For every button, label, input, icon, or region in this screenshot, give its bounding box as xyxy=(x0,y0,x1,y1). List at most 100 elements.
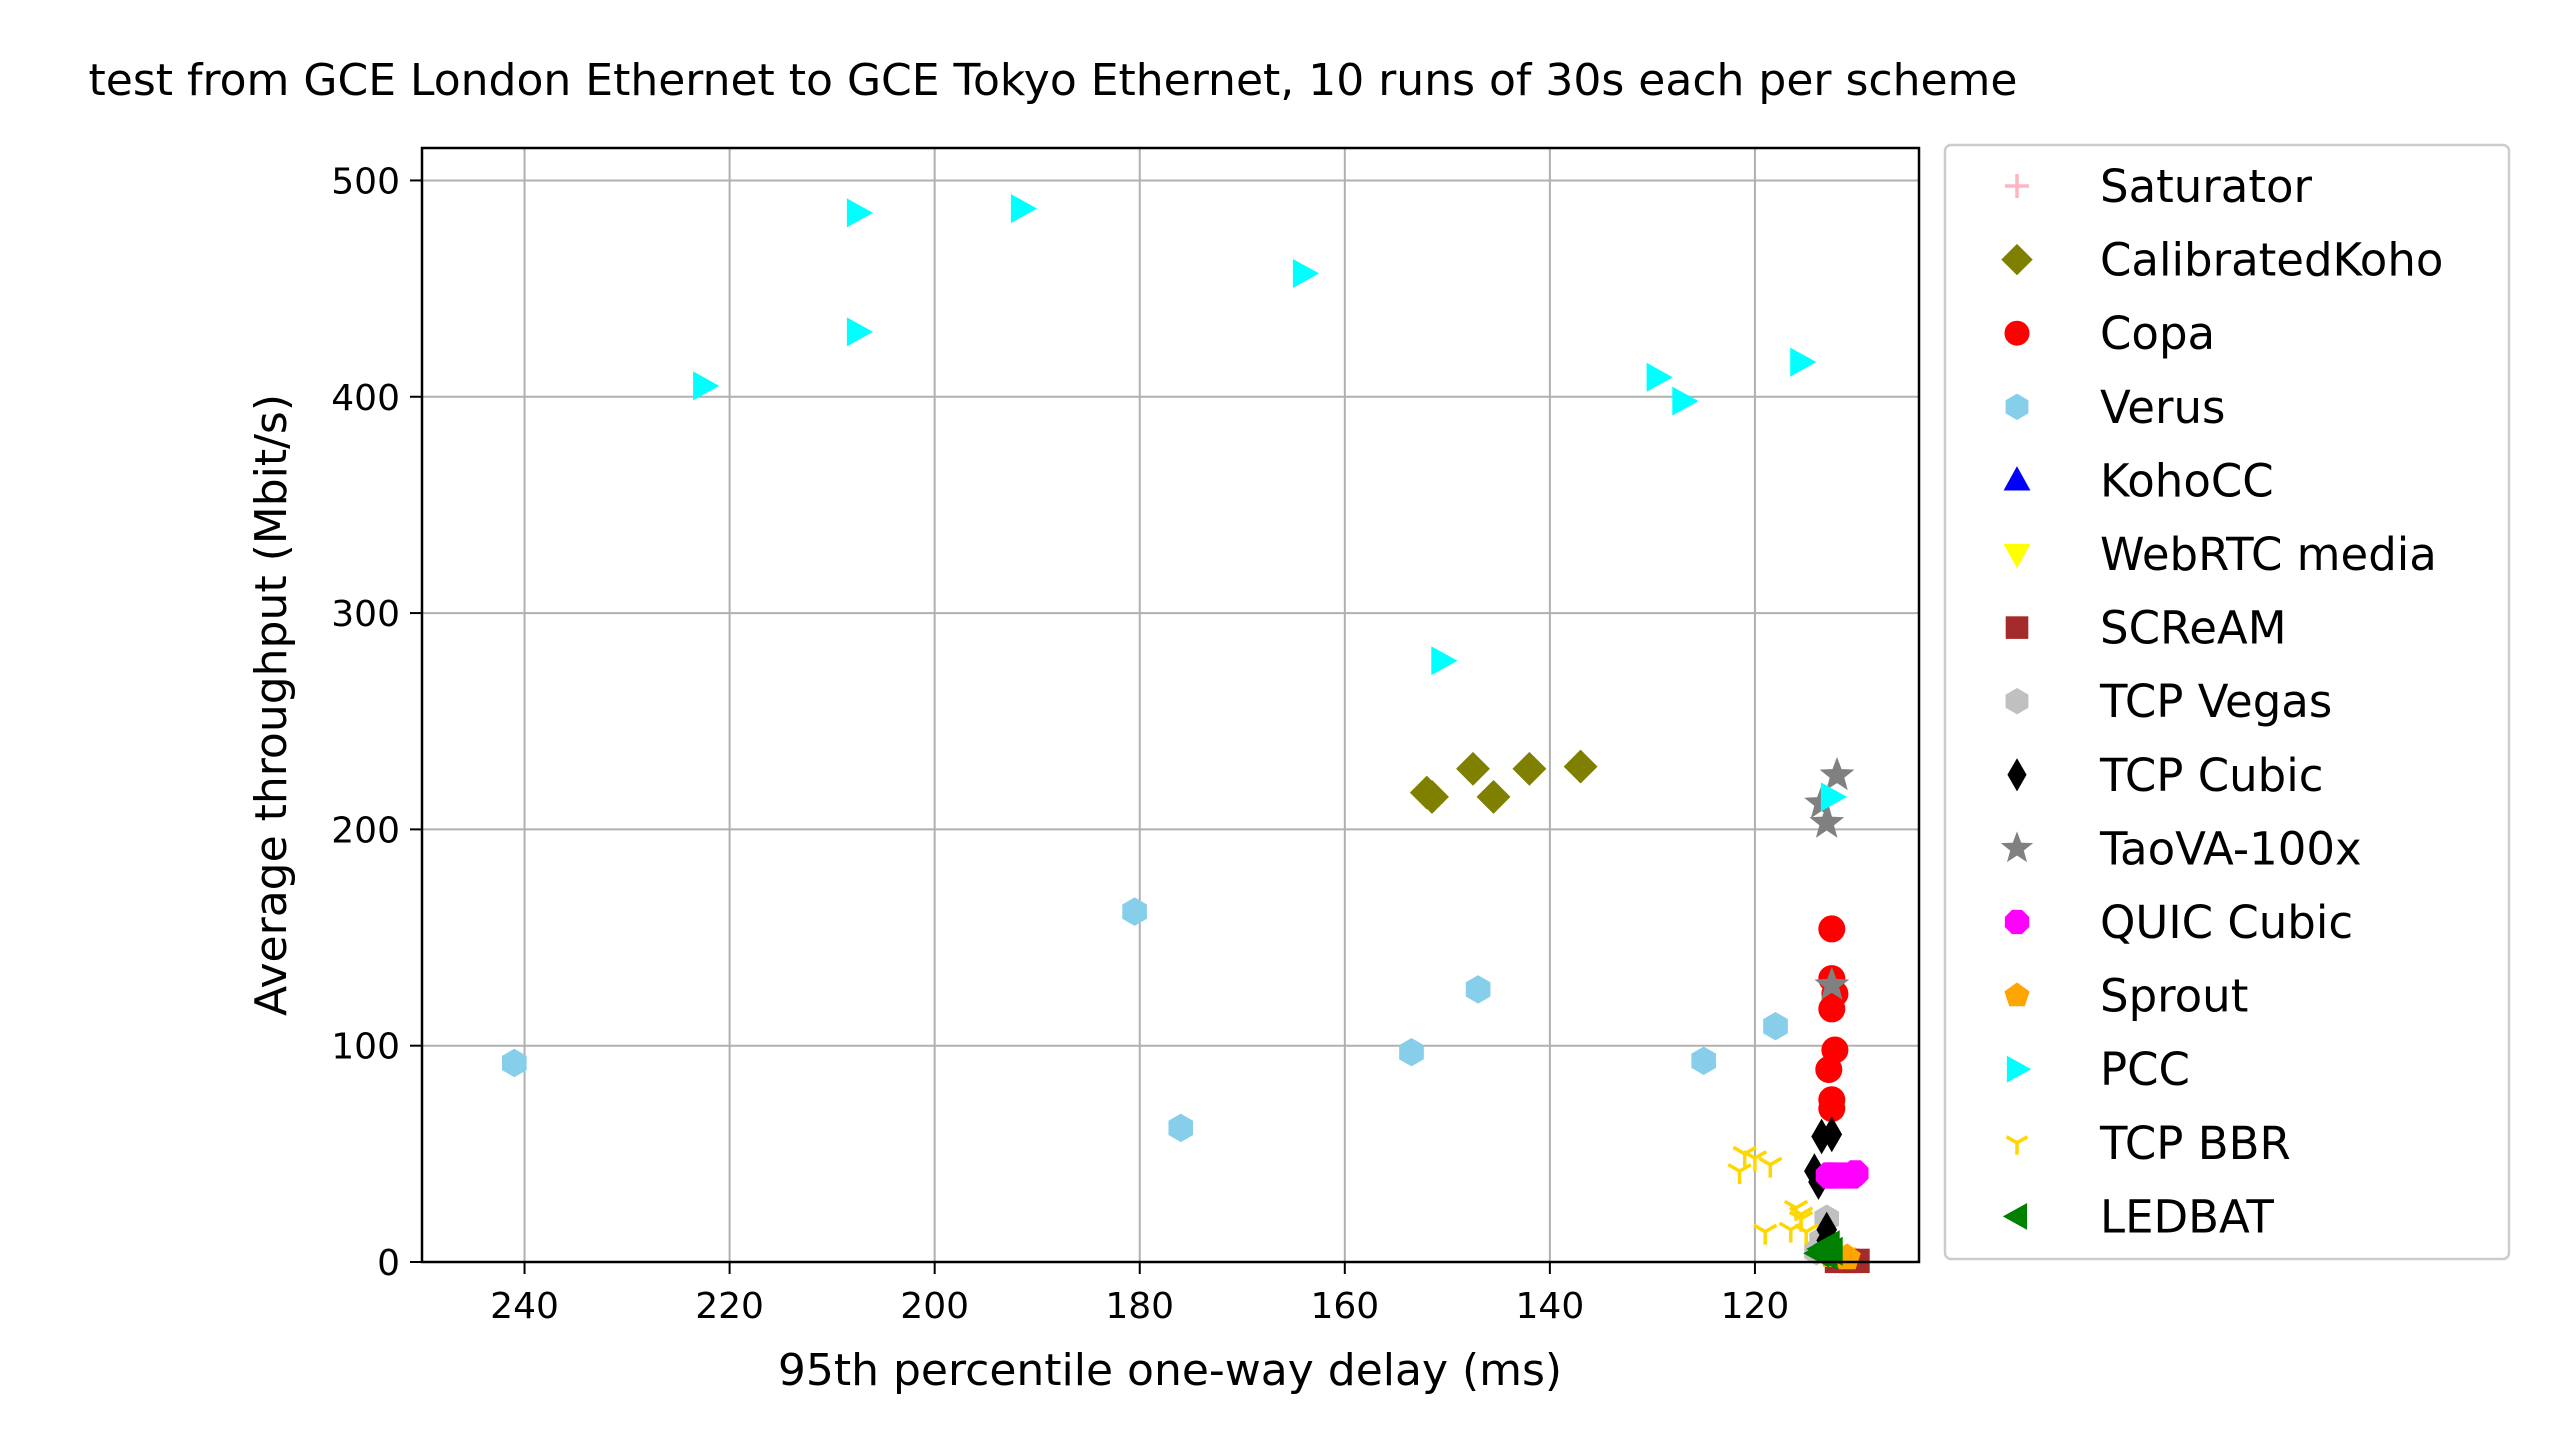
legend: Saturator CalibratedKoho Copa Verus KohoCC We… xyxy=(1943,143,2511,1261)
legend-marker xyxy=(2005,174,2029,198)
legend-label: TaoVA-100x xyxy=(2099,822,2362,875)
legend-item-taova-100x: TaoVA-100x xyxy=(2000,822,2362,875)
legend-marker xyxy=(2004,982,2030,1007)
legend-item-saturator: Saturator xyxy=(2005,160,2313,213)
data-point xyxy=(1010,194,1038,224)
legend-marker xyxy=(2003,466,2031,491)
data-point xyxy=(1814,966,1850,1000)
x-tick-label: 200 xyxy=(900,1286,969,1327)
data-point xyxy=(1788,1206,1814,1228)
legend-item-kohocc: KohoCC xyxy=(2003,454,2274,507)
legend-marker xyxy=(2005,1135,2029,1155)
data-point xyxy=(1399,1037,1424,1067)
data-point xyxy=(1818,915,1846,943)
y-tick-label: 200 xyxy=(331,810,400,851)
data-point xyxy=(1790,347,1817,377)
data-point xyxy=(1763,1011,1788,1041)
data-point xyxy=(1815,1162,1842,1189)
legend-item-verus: Verus xyxy=(2005,381,2225,434)
y-tick-label: 0 xyxy=(377,1243,400,1284)
data-point xyxy=(1122,897,1147,926)
legend-label: LEDBAT xyxy=(2100,1190,2274,1243)
data-point xyxy=(1431,646,1458,676)
legend-marker xyxy=(2001,243,2033,276)
legend-label: Saturator xyxy=(2100,160,2313,213)
legend-item-copa: Copa xyxy=(2004,307,2215,360)
y-axis-ticks: 0 100 200 300 400 500 xyxy=(331,161,422,1284)
legend-item-sprout: Sprout xyxy=(2004,970,2248,1023)
legend-label: TCP BBR xyxy=(2099,1117,2291,1170)
data-point xyxy=(1742,1150,1768,1172)
legend-marker xyxy=(2005,393,2029,420)
series-pcc xyxy=(693,194,1848,812)
legend-marker xyxy=(2004,909,2030,935)
x-tick-label: 160 xyxy=(1310,1286,1379,1327)
legend-marker xyxy=(2004,320,2030,346)
series-calibratedkoho xyxy=(1409,749,1598,814)
x-tick-label: 180 xyxy=(1105,1286,1174,1327)
y-tick-label: 500 xyxy=(331,161,400,202)
data-point xyxy=(1415,779,1449,814)
legend-label: QUIC Cubic xyxy=(2100,896,2353,949)
legend-item-ledbat: LEDBAT xyxy=(2002,1190,2274,1243)
legend-label: TCP Cubic xyxy=(2099,749,2323,802)
legend-label: Copa xyxy=(2100,307,2215,360)
data-point xyxy=(1168,1113,1194,1143)
data-point xyxy=(846,198,874,228)
legend-item-tcp-cubic: TCP Cubic xyxy=(2007,749,2323,802)
legend-label: KohoCC xyxy=(2100,454,2274,507)
legend-marker xyxy=(2007,758,2027,792)
x-tick-label: 120 xyxy=(1721,1286,1790,1327)
chart-title: test from GCE London Ethernet to GCE Tok… xyxy=(89,55,2018,106)
legend-item-tcp-bbr: TCP BBR xyxy=(2005,1117,2291,1170)
data-point xyxy=(1476,779,1511,814)
x-tick-label: 140 xyxy=(1516,1286,1585,1327)
plot-frame xyxy=(420,146,1921,1264)
x-tick-label: 240 xyxy=(490,1286,559,1327)
data-point xyxy=(1691,1046,1717,1076)
data-point xyxy=(1813,1230,1840,1260)
data-point xyxy=(1819,756,1855,791)
legend-label: Verus xyxy=(2100,381,2225,434)
data-point xyxy=(1794,1223,1819,1245)
data-point xyxy=(1758,1156,1783,1178)
data-point xyxy=(1512,751,1547,786)
data-point xyxy=(501,1048,527,1078)
legend-item-quic-cubic: QUIC Cubic xyxy=(2004,896,2353,949)
data-point xyxy=(1727,1163,1752,1185)
data-point xyxy=(1672,386,1699,416)
legend-label: SCReAM xyxy=(2100,602,2287,655)
x-tick-label: 220 xyxy=(695,1286,764,1327)
legend-marker xyxy=(2005,688,2029,715)
data-point xyxy=(1292,259,1320,288)
data-point xyxy=(1815,1056,1843,1083)
series-verus xyxy=(501,897,1788,1143)
legend-label: WebRTC media xyxy=(2100,528,2437,581)
data-point xyxy=(1465,975,1491,1004)
x-axis-label: 95th percentile one-way delay (ms) xyxy=(778,1345,1562,1396)
legend-item-pcc: PCC xyxy=(2006,1043,2190,1096)
data-point xyxy=(1818,995,1846,1023)
legend-marker xyxy=(2000,831,2034,863)
x-axis-ticks: 240 220 200 180 160 140 120 xyxy=(490,1262,1789,1327)
plot-marks xyxy=(501,194,1870,1274)
y-tick-label: 100 xyxy=(331,1027,400,1068)
data-point xyxy=(1563,749,1598,784)
legend-frame xyxy=(1943,143,2511,1261)
y-tick-label: 400 xyxy=(331,378,400,419)
legend-item-webrtc-media: WebRTC media xyxy=(2003,528,2437,581)
data-point xyxy=(846,317,874,347)
legend-label: PCC xyxy=(2100,1043,2190,1096)
legend-label: Sprout xyxy=(2100,970,2248,1023)
data-point xyxy=(1456,751,1490,786)
data-point xyxy=(1809,804,1845,838)
legend-label: TCP Vegas xyxy=(2099,675,2332,728)
data-point xyxy=(693,371,720,401)
legend-item-calibratedkoho: CalibratedKoho xyxy=(2001,234,2443,287)
data-point xyxy=(1646,362,1673,392)
legend-item-tcp-vegas: TCP Vegas xyxy=(2005,675,2332,728)
data-point xyxy=(1821,1116,1843,1153)
data-point xyxy=(1842,1160,1869,1187)
legend-marker xyxy=(2006,1055,2032,1083)
